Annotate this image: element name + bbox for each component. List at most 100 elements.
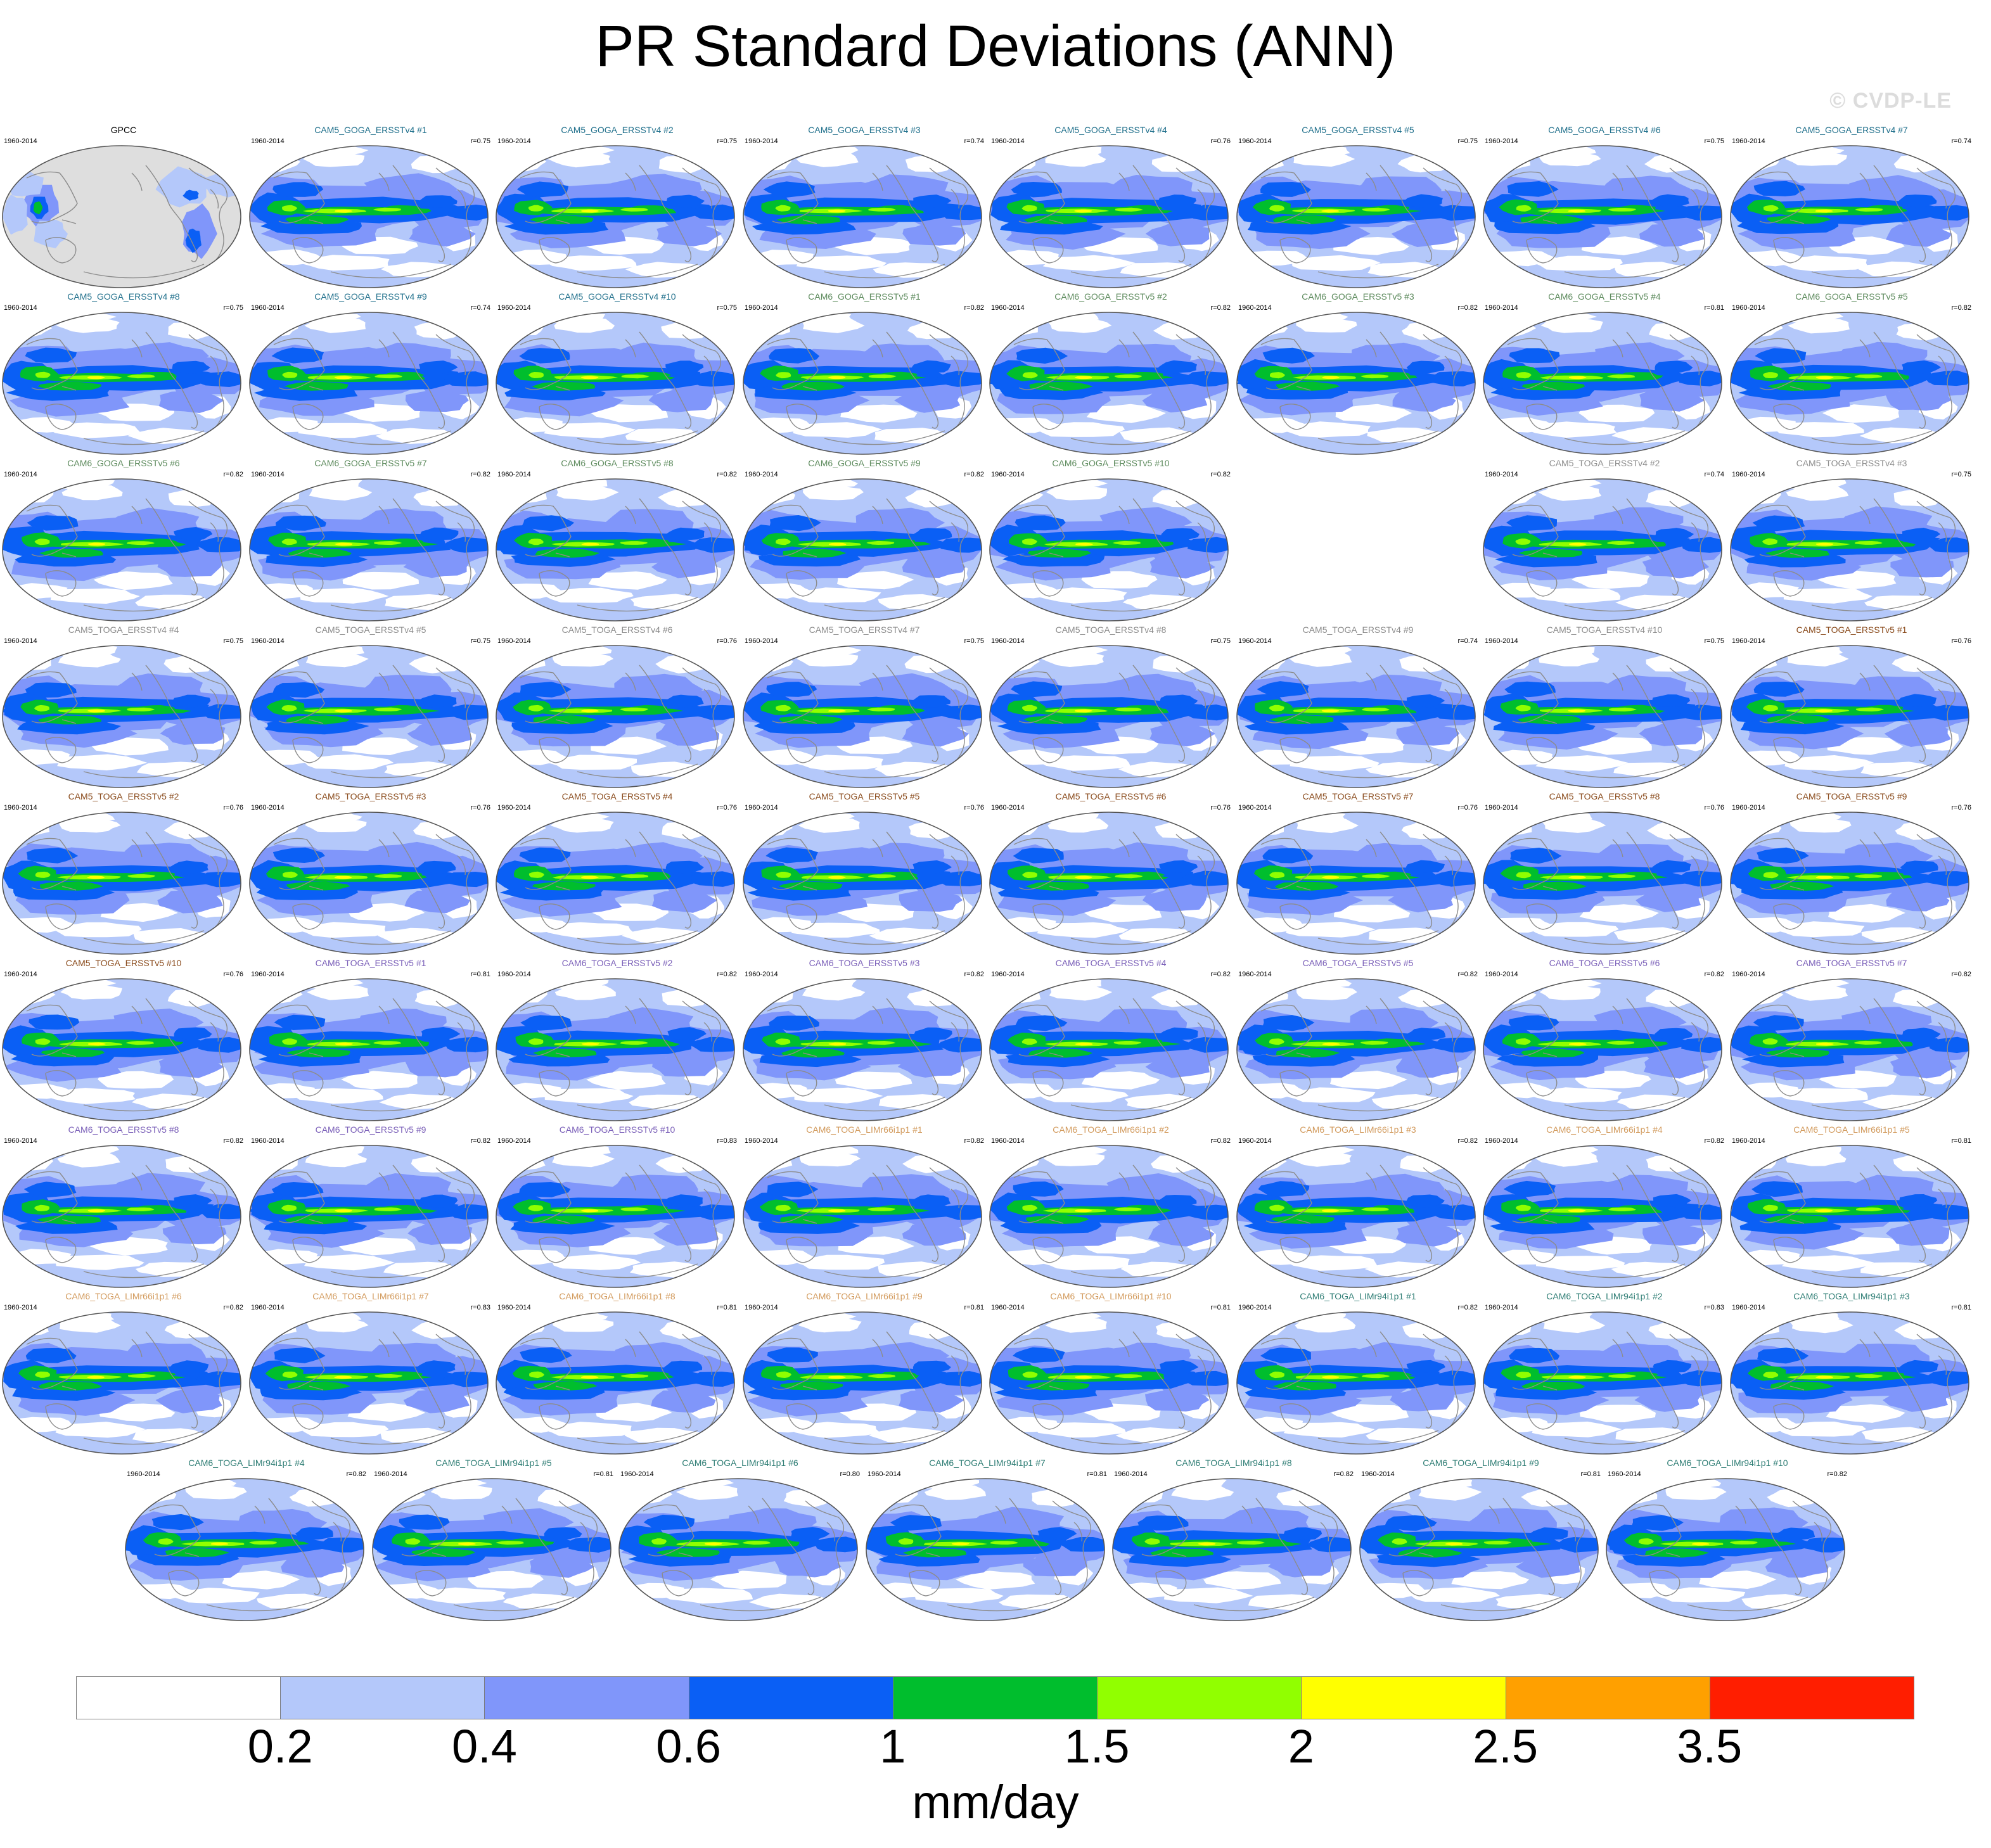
map-panel: CAM5_GOGA_ERSSTv4 #3 1960-2014 r=0.74: [741, 124, 988, 289]
map-panel: GPCC 1960-2014: [0, 124, 247, 289]
panel-pattern-correlation: r=0.83: [470, 1304, 491, 1311]
panel-title: CAM6_TOGA_LIMr94i1p1 #8: [1175, 1458, 1292, 1468]
panel-pattern-correlation: r=0.82: [223, 471, 244, 478]
panel-years: 1960-2014: [1485, 637, 1518, 645]
panel-pattern-correlation: r=0.83: [717, 1137, 738, 1145]
map-panel: CAM6_GOGA_ERSSTv5 #6 1960-2014 r=0.82: [0, 457, 247, 622]
panel-title: CAM6_TOGA_ERSSTv5 #3: [809, 958, 920, 968]
map-panel: CAM5_GOGA_ERSSTv4 #10 1960-2014 r=0.75: [494, 291, 741, 456]
map-plot: [2, 145, 241, 288]
panel-pattern-correlation: r=0.82: [1457, 1304, 1478, 1311]
panel-title: CAM6_GOGA_ERSSTv5 #9: [808, 458, 921, 468]
map-plot: [1236, 145, 1476, 288]
panel-years: 1960-2014: [497, 1137, 531, 1145]
map-plot: [1483, 145, 1722, 288]
map-panel: CAM6_TOGA_LIMr94i1p1 #6 1960-2014 r=0.80: [617, 1457, 864, 1622]
panel-pattern-correlation: r=0.80: [840, 1470, 861, 1478]
panel-pattern-correlation: r=0.76: [717, 637, 738, 645]
map-panel: CAM6_TOGA_LIMr94i1p1 #1 1960-2014 r=0.82: [1234, 1290, 1482, 1455]
panel-years: 1960-2014: [4, 971, 37, 978]
panel-years: 1960-2014: [991, 1304, 1025, 1311]
panel-years: 1960-2014: [4, 1304, 37, 1311]
panel-title: CAM5_TOGA_ERSSTv4 #6: [561, 625, 673, 635]
panel-title: CAM6_GOGA_ERSSTv5 #2: [1054, 291, 1167, 302]
map-panel: CAM6_TOGA_ERSSTv5 #2 1960-2014 r=0.82: [494, 957, 741, 1122]
map-plot: [2, 812, 241, 955]
map-panel: CAM6_TOGA_LIMr66i1p1 #3 1960-2014 r=0.82: [1234, 1124, 1482, 1289]
map-panel: CAM6_TOGA_LIMr66i1p1 #9 1960-2014 r=0.81: [741, 1290, 988, 1455]
map-panel: CAM6_GOGA_ERSSTv5 #7 1960-2014 r=0.82: [247, 457, 494, 622]
map-panel: CAM6_TOGA_LIMr94i1p1 #10 1960-2014 r=0.82: [1604, 1457, 1851, 1622]
colorbar-swatch: [1301, 1676, 1506, 1719]
panel-pattern-correlation: r=0.75: [717, 304, 738, 312]
map-panel: CAM6_GOGA_ERSSTv5 #2 1960-2014 r=0.82: [987, 291, 1234, 456]
panel-pattern-correlation: r=0.82: [1827, 1470, 1848, 1478]
panel-pattern-correlation: r=0.82: [223, 1137, 244, 1145]
panel-years: 1960-2014: [745, 971, 778, 978]
map-plot: [249, 312, 489, 455]
map-panel: CAM6_TOGA_ERSSTv5 #6 1960-2014 r=0.82: [1481, 957, 1728, 1122]
map-panel: CAM5_GOGA_ERSSTv4 #5 1960-2014 r=0.75: [1234, 124, 1482, 289]
panel-title: CAM6_GOGA_ERSSTv5 #5: [1795, 291, 1908, 302]
panel-years: 1960-2014: [991, 304, 1025, 312]
panel-pattern-correlation: r=0.81: [593, 1470, 614, 1478]
map-plot: [1483, 645, 1722, 788]
panel-pattern-correlation: r=0.76: [1704, 804, 1725, 812]
colorbar-swatch: [1505, 1676, 1710, 1719]
panel-title: CAM5_TOGA_ERSSTv5 #8: [1549, 791, 1660, 801]
panel-title: CAM6_TOGA_ERSSTv5 #1: [315, 958, 426, 968]
map-plot: [249, 145, 489, 288]
panel-years: 1960-2014: [620, 1470, 654, 1478]
panel-pattern-correlation: r=0.82: [470, 1137, 491, 1145]
map-plot: [743, 1145, 982, 1288]
map-plot: [249, 478, 489, 621]
panel-pattern-correlation: r=0.75: [717, 137, 738, 145]
map-plot: [1606, 1478, 1845, 1621]
map-panel: CAM5_TOGA_ERSSTv5 #5 1960-2014 r=0.76: [741, 791, 988, 955]
colorbar-tick-label: 1: [880, 1720, 906, 1773]
colorbar-tick-label: 0.2: [247, 1720, 313, 1773]
panel-title: CAM5_TOGA_ERSSTv4 #8: [1055, 625, 1167, 635]
panel-years: 1960-2014: [251, 637, 285, 645]
panel-years: 1960-2014: [1485, 804, 1518, 812]
map-panel: CAM6_TOGA_LIMr66i1p1 #2 1960-2014 r=0.82: [987, 1124, 1234, 1289]
map-plot: [125, 1478, 364, 1621]
page-title: PR Standard Deviations (ANN): [595, 14, 1396, 79]
panel-years: 1960-2014: [4, 1137, 37, 1145]
panel-pattern-correlation: r=0.76: [223, 971, 244, 978]
map-plot: [249, 645, 489, 788]
panel-title: CAM5_GOGA_ERSSTv4 #1: [314, 125, 427, 135]
map-plot: [1483, 312, 1722, 455]
colorbar-tick-label: 1.5: [1064, 1720, 1130, 1773]
map-plot: [1359, 1478, 1599, 1621]
panel-years: 1960-2014: [991, 1137, 1025, 1145]
panel-pattern-correlation: r=0.82: [1457, 971, 1478, 978]
map-plot: [249, 1311, 489, 1455]
panel-title: CAM6_TOGA_LIMr94i1p1 #6: [682, 1458, 798, 1468]
panel-years: 1960-2014: [991, 471, 1025, 478]
map-panel: CAM6_TOGA_ERSSTv5 #9 1960-2014 r=0.82: [247, 1124, 494, 1289]
map-plot: [989, 1311, 1229, 1455]
map-panel: CAM5_TOGA_ERSSTv5 #6 1960-2014 r=0.76: [987, 791, 1234, 955]
panel-title: CAM5_GOGA_ERSSTv4 #5: [1302, 125, 1414, 135]
map-plot: [1730, 645, 1969, 788]
map-plot: [1730, 1145, 1969, 1288]
map-plot: [989, 812, 1229, 955]
map-panel: CAM6_TOGA_LIMr94i1p1 #3 1960-2014 r=0.81: [1728, 1290, 1975, 1455]
map-panel: CAM6_GOGA_ERSSTv5 #9 1960-2014 r=0.82: [741, 457, 988, 622]
panel-pattern-correlation: r=0.76: [1951, 637, 1972, 645]
panel-title: CAM6_TOGA_ERSSTv5 #9: [315, 1125, 426, 1135]
map-panel: CAM6_TOGA_ERSSTv5 #5 1960-2014 r=0.82: [1234, 957, 1482, 1122]
map-plot: [496, 812, 735, 955]
map-panel: CAM6_TOGA_ERSSTv5 #1 1960-2014 r=0.81: [247, 957, 494, 1122]
panel-years: 1960-2014: [1238, 304, 1272, 312]
map-panel: CAM5_TOGA_ERSSTv5 #1 1960-2014 r=0.76: [1728, 624, 1975, 789]
map-plot: [743, 1311, 982, 1455]
map-plot: [989, 312, 1229, 455]
panel-pattern-correlation: r=0.82: [964, 304, 985, 312]
panel-years: 1960-2014: [497, 1304, 531, 1311]
map-plot: [989, 478, 1229, 621]
map-panel: CAM6_TOGA_ERSSTv5 #8 1960-2014 r=0.82: [0, 1124, 247, 1289]
map-panel: CAM6_TOGA_LIMr94i1p1 #7 1960-2014 r=0.81: [864, 1457, 1111, 1622]
panel-title: CAM6_TOGA_LIMr66i1p1 #7: [312, 1291, 429, 1301]
